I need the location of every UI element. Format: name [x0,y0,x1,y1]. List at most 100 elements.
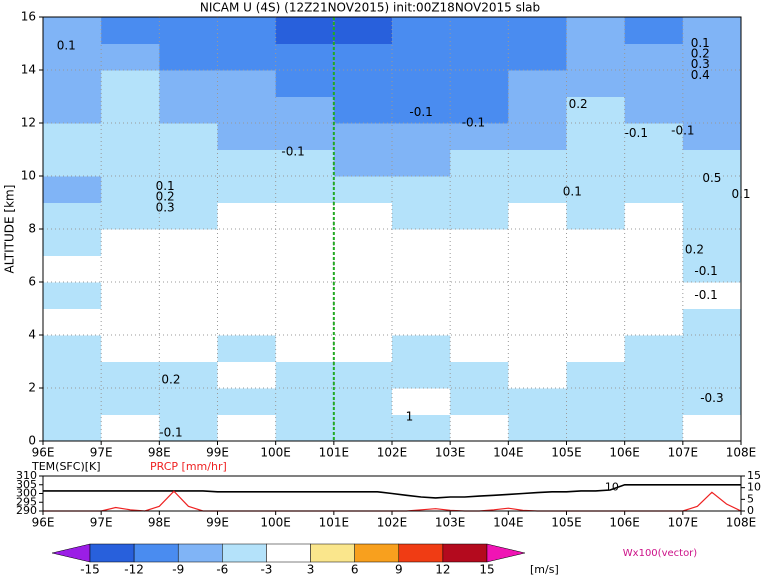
heat-cell [275,70,335,97]
heat-cell [333,282,393,309]
colorbar-label: 12 [435,563,450,575]
colorbar-end [486,543,526,563]
heat-cell [450,70,509,97]
contour-label: 0.2 [569,97,588,111]
heat-cell [217,361,277,389]
heat-cell [624,123,684,150]
y-tick-label: 4 [28,328,36,342]
colorbar-label: -6 [216,563,228,575]
heat-cell [333,308,393,336]
heat-cell [101,229,160,256]
heat-cell [682,388,742,415]
heat-cell [43,96,102,124]
x-tick-label: 101E [319,446,350,460]
heat-cell [450,123,509,150]
heat-cell [159,255,218,283]
heat-cell [508,308,567,336]
heat-cell [43,17,102,44]
heat-cell [682,282,742,309]
heat-cell [450,308,509,336]
y-tick-label: 8 [28,222,36,236]
heat-cell [43,176,102,203]
heat-cell [275,43,335,71]
colorbar-swatch [354,543,400,563]
heat-cell [275,255,335,283]
x-tick-label: 108E [726,446,757,460]
contour-label: 0.3 [691,57,710,71]
colorbar-label: -9 [172,563,184,575]
heat-cell [566,414,626,442]
heat-cell [624,96,684,124]
heat-cell [682,149,742,177]
y-tick-label: 2 [28,381,36,395]
y-tick-label: 290 [16,504,37,517]
heat-cell [566,43,626,71]
heat-cell [159,282,218,309]
x-tick-label: 107E [668,446,699,460]
heat-cell [275,149,335,177]
heat-cell [333,96,393,124]
colorbar-swatch [398,543,444,563]
heat-cell [450,202,509,230]
vector-label: Wx100(vector) [623,548,698,559]
heat-cell [450,96,509,124]
contour-label: 0.1 [156,179,175,193]
contour-label: -0.1 [462,116,485,130]
contour-label: 0.1 [563,184,582,198]
chart-title: NICAM U (4S) (12Z21NOV2015) init:00Z18NO… [200,1,540,15]
heat-cell [217,308,277,336]
y-axis-label: ALTITUDE [km] [3,185,17,274]
heat-cell [275,335,335,362]
heat-cell [217,229,277,256]
colorbar-label: 3 [307,563,315,575]
heat-cell [508,70,567,97]
series-line [43,483,741,499]
heat-cell [566,176,626,203]
heat-cell [275,202,335,230]
heat-cell [159,96,218,124]
x-tick-label: 100E [260,446,291,460]
heat-cell [508,229,567,256]
heat-cell [43,70,102,97]
heat-cell [101,335,160,362]
heat-cell [333,176,393,203]
x-tick-label: 106E [609,516,640,530]
x-tick-label: 101E [319,516,350,530]
colorbar-end [51,543,91,563]
x-tick-label: 96E [32,446,55,460]
y-tick-label: 12 [21,116,36,130]
contour-label: 0.2 [156,190,175,204]
heat-cell [101,388,160,415]
y-tick-label: 300 [16,487,37,500]
plot-frame [42,16,742,442]
heat-cell [566,335,626,362]
x-tick-label: 107E [668,516,699,530]
heat-cell [450,414,509,442]
colorbar-swatch [222,543,267,563]
heat-cell [392,361,451,389]
heat-cell [333,255,393,283]
heat-cell [217,202,277,230]
heat-cell [682,361,742,389]
y-tick-label: 16 [21,10,36,24]
y-tick-label: 295 [16,495,37,508]
x-tick-label: 96E [32,516,55,530]
contour-label: -0.1 [694,288,717,302]
heat-cell [566,149,626,177]
heat-cell [566,202,626,230]
heat-cell [450,361,509,389]
heat-cell [333,229,393,256]
heat-cell [101,176,160,203]
heat-cell [43,282,102,309]
heat-cell [450,43,509,71]
heat-cell [275,17,335,44]
heat-cell [450,388,509,415]
y-tick-label: 14 [21,63,36,77]
heat-cell [217,176,277,203]
contour-label: -0.1 [409,105,432,119]
heat-cell [392,282,451,309]
heat-cell [392,43,451,71]
x-tick-label: 105E [551,446,582,460]
heat-cell [682,176,742,203]
